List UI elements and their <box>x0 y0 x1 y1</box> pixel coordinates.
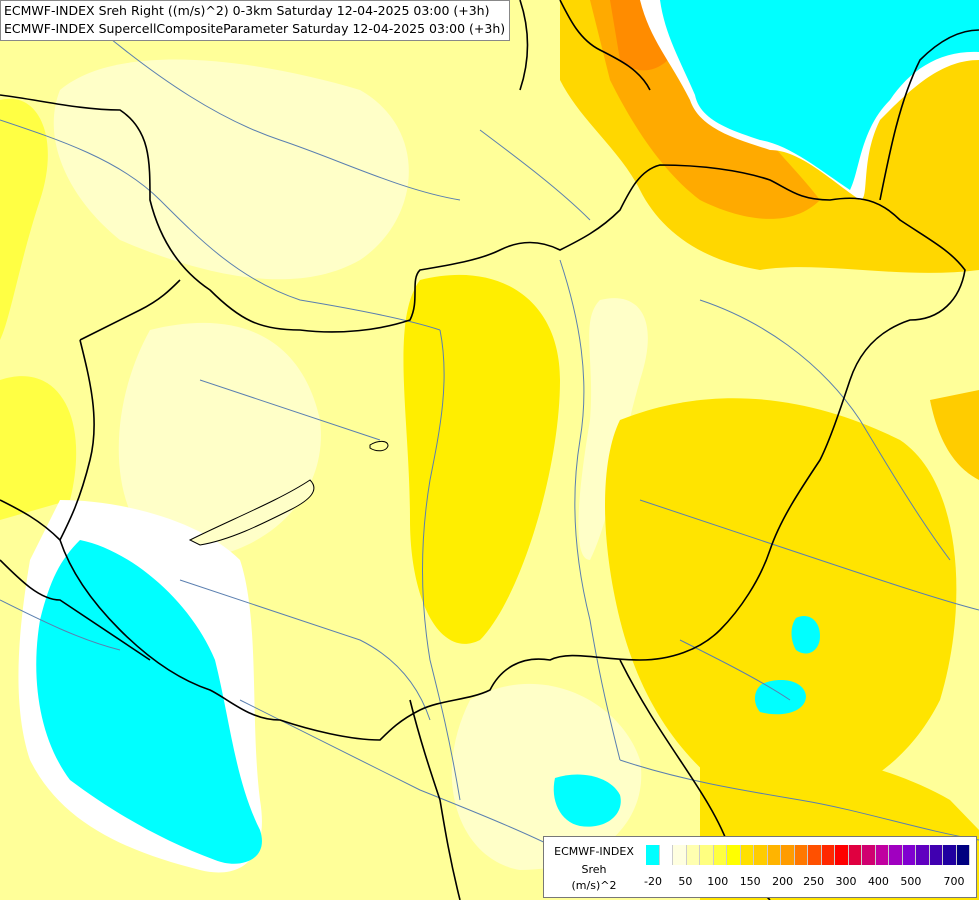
legend-swatch <box>686 845 700 865</box>
yellow-zone-center <box>403 274 560 644</box>
legend-variable-label: Sreh <box>581 863 607 876</box>
legend-tick-label: 100 <box>707 875 729 888</box>
amber-zone-east-edge <box>930 390 979 480</box>
title-line-1: ECMWF-INDEX Sreh Right ((m/s)^2) 0-3km S… <box>4 3 490 18</box>
legend-tick-label: 50 <box>678 875 693 888</box>
legend-swatch <box>700 845 714 865</box>
legend-tick-label: 150 <box>739 875 761 888</box>
pale-zone-west <box>118 322 321 560</box>
legend-tick-label: 250 <box>803 875 825 888</box>
pale-zone-center-strip <box>578 298 648 560</box>
legend-swatch <box>835 845 849 865</box>
legend-swatch <box>902 845 916 865</box>
legend-swatch <box>727 845 741 865</box>
legend-swatch <box>659 845 673 865</box>
map-title-box: ECMWF-INDEX Sreh Right ((m/s)^2) 0-3km S… <box>0 0 511 41</box>
legend-unit-label: (m/s)^2 <box>571 879 617 892</box>
legend-swatch <box>929 845 943 865</box>
legend-swatch <box>875 845 889 865</box>
legend-swatch <box>673 845 687 865</box>
color-legend: ECMWF-INDEX Sreh (m/s)^2 -20 50 100 150 200 2… <box>543 836 977 898</box>
legend-swatch <box>781 845 795 865</box>
legend-tick-label: 700 <box>943 875 965 888</box>
cyan-spot-east-2 <box>754 680 806 715</box>
legend-tick-label: 300 <box>835 875 857 888</box>
legend-tick-label: 500 <box>900 875 922 888</box>
rivers <box>0 29 979 851</box>
pale-zone-north <box>53 59 409 280</box>
legend-swatch <box>916 845 930 865</box>
yellow-zone-left-middle <box>0 376 77 520</box>
lake-balaton <box>188 479 315 546</box>
yellow-zone-northwest <box>0 98 48 340</box>
cyan-spot-south <box>553 774 621 827</box>
legend-swatch <box>767 845 781 865</box>
lake-small <box>369 440 389 452</box>
legend-tick-label: 200 <box>772 875 794 888</box>
legend-swatch <box>794 845 808 865</box>
legend-swatch <box>740 845 754 865</box>
cyan-spot-east-1 <box>791 616 820 654</box>
legend-swatch <box>808 845 822 865</box>
yellow-zone-east <box>605 398 957 806</box>
legend-swatch <box>956 845 970 865</box>
legend-swatch <box>646 845 660 865</box>
legend-swatch <box>754 845 768 865</box>
legend-swatch <box>889 845 903 865</box>
legend-swatch <box>713 845 727 865</box>
legend-swatch <box>862 845 876 865</box>
legend-swatch <box>821 845 835 865</box>
legend-tick-label: 400 <box>867 875 889 888</box>
legend-swatch <box>848 845 862 865</box>
cyan-area-north <box>660 0 979 190</box>
legend-tick-label: -20 <box>644 875 662 888</box>
legend-source-label: ECMWF-INDEX <box>554 845 634 858</box>
legend-swatch <box>943 845 957 865</box>
title-line-2: ECMWF-INDEX SupercellCompositeParameter … <box>4 21 506 36</box>
